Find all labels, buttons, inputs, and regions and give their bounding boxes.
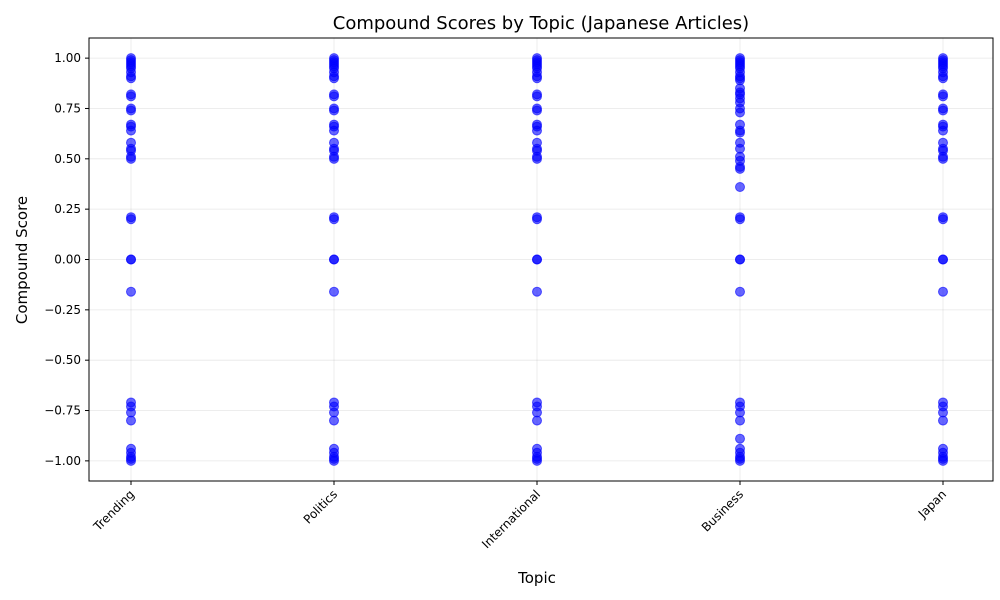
data-point: [532, 153, 542, 164]
y-tick-label: −0.75: [44, 404, 81, 418]
data-point: [329, 73, 339, 84]
data-point: [126, 105, 136, 116]
y-tick-label: 0.50: [54, 152, 81, 166]
data-point: [735, 163, 745, 174]
data-point: [126, 455, 136, 466]
data-point: [735, 286, 745, 297]
data-point: [938, 455, 948, 466]
data-point: [735, 455, 745, 466]
data-point: [532, 214, 542, 225]
data-points: [126, 53, 948, 466]
data-point: [938, 214, 948, 225]
data-point: [938, 91, 948, 102]
data-point: [532, 125, 542, 136]
data-point: [126, 415, 136, 426]
data-point: [532, 105, 542, 116]
chart-title: Compound Scores by Topic (Japanese Artic…: [333, 13, 749, 34]
x-axis-label: Topic: [517, 569, 556, 587]
data-point: [329, 105, 339, 116]
data-point: [329, 254, 339, 265]
data-point: [126, 153, 136, 164]
data-point: [126, 125, 136, 136]
data-point: [329, 91, 339, 102]
data-point: [938, 153, 948, 164]
data-point: [532, 91, 542, 102]
data-point: [329, 125, 339, 136]
y-tick-label: −1.00: [44, 454, 81, 468]
y-axis-label: Compound Score: [13, 196, 31, 324]
data-point: [938, 105, 948, 116]
data-point: [126, 254, 136, 265]
data-point: [735, 182, 745, 193]
data-point: [532, 455, 542, 466]
data-point: [532, 254, 542, 265]
y-tick-label: 0.00: [54, 253, 81, 267]
data-point: [126, 214, 136, 225]
data-point: [938, 73, 948, 84]
y-tick-label: 0.25: [54, 202, 81, 216]
data-point: [735, 107, 745, 118]
data-point: [938, 415, 948, 426]
data-point: [532, 286, 542, 297]
data-point: [735, 214, 745, 225]
data-point: [938, 254, 948, 265]
y-axis-ticks: −1.00 −0.75 −0.50 −0.25 0.00 0.25 0.50 0.75 1.00: [44, 51, 89, 468]
data-point: [735, 127, 745, 138]
y-tick-label: 1.00: [54, 51, 81, 65]
y-tick-label: 0.75: [54, 101, 81, 115]
data-point: [532, 415, 542, 426]
y-tick-label: −0.25: [44, 303, 81, 317]
data-point: [938, 125, 948, 136]
data-point: [938, 286, 948, 297]
data-point: [329, 455, 339, 466]
data-point: [329, 415, 339, 426]
data-point: [329, 286, 339, 297]
data-point: [329, 214, 339, 225]
data-point: [329, 153, 339, 164]
data-point: [532, 73, 542, 84]
data-point: [126, 73, 136, 84]
data-point: [735, 433, 745, 444]
data-point: [126, 286, 136, 297]
data-point: [126, 91, 136, 102]
data-point: [735, 415, 745, 426]
y-tick-label: −0.50: [44, 353, 81, 367]
data-point: [735, 254, 745, 265]
